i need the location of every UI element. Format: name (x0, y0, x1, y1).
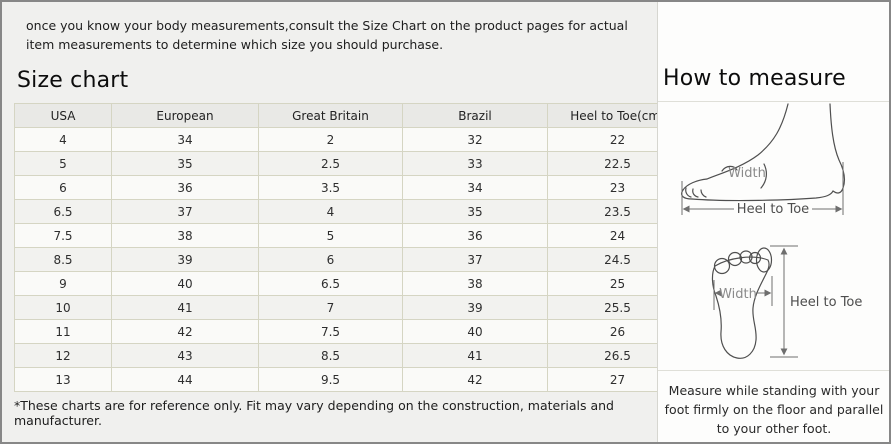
table-row: 6.5 37 4 35 23.5 (14, 199, 688, 224)
table-cell: 4 (14, 127, 112, 152)
table-cell: 13 (14, 367, 112, 392)
table-cell: 40 (111, 271, 259, 296)
side-width-label: Width (728, 166, 766, 181)
table-cell: 9.5 (258, 367, 403, 392)
table-cell: 32 (402, 127, 548, 152)
table-cell: 38 (402, 271, 548, 296)
table-cell: 5 (14, 151, 112, 176)
column-header: USA (14, 103, 112, 128)
footprint-top-view-diagram: Width Heel to Toe (711, 245, 862, 359)
table-cell: 37 (111, 199, 259, 224)
table-cell: 42 (402, 367, 548, 392)
table-row: 5 35 2.5 33 22.5 (14, 151, 688, 176)
table-cell: 4 (258, 199, 403, 224)
measure-instruction: Measure while standing with your foot fi… (664, 383, 884, 436)
table-cell: 6.5 (258, 271, 403, 296)
how-to-measure-title: How to measure (663, 66, 846, 91)
table-cell: 44 (111, 367, 259, 392)
table-row: 13 44 9.5 42 27 (14, 367, 688, 392)
top-width-label: Width (719, 287, 757, 302)
table-row: 7.5 38 5 36 24 (14, 223, 688, 248)
column-header: European (111, 103, 259, 128)
table-cell: 7.5 (14, 223, 112, 248)
table-row: 10 41 7 39 25.5 (14, 295, 688, 320)
table-cell: 2.5 (258, 151, 403, 176)
divider-above-instruction (658, 370, 889, 371)
table-cell: 6 (258, 247, 403, 272)
intro-text: once you know your body measurements,con… (26, 18, 628, 53)
table-cell: 12 (14, 343, 112, 368)
table-cell: 39 (111, 247, 259, 272)
side-heel-to-toe-label: Heel to Toe (737, 202, 809, 217)
table-cell: 42 (111, 319, 259, 344)
divider-under-title (658, 101, 889, 102)
table-cell: 8.5 (258, 343, 403, 368)
table-cell: 7.5 (258, 319, 403, 344)
how-to-measure-panel: How to measure Width Heel to (657, 2, 889, 442)
table-cell: 2 (258, 127, 403, 152)
table-row: 8.5 39 6 37 24.5 (14, 247, 688, 272)
table-cell: 39 (402, 295, 548, 320)
table-row: 11 42 7.5 40 26 (14, 319, 688, 344)
table-cell: 37 (402, 247, 548, 272)
table-cell: 43 (111, 343, 259, 368)
table-row: 9 40 6.5 38 25 (14, 271, 688, 296)
table-cell: 34 (402, 175, 548, 200)
table-cell: 11 (14, 319, 112, 344)
table-cell: 6.5 (14, 199, 112, 224)
column-header: Great Britain (258, 103, 403, 128)
table-cell: 5 (258, 223, 403, 248)
table-cell: 38 (111, 223, 259, 248)
table-row: 4 34 2 32 22 (14, 127, 688, 152)
table-cell: 8.5 (14, 247, 112, 272)
table-cell: 41 (111, 295, 259, 320)
table-cell: 3.5 (258, 175, 403, 200)
table-cell: 35 (111, 151, 259, 176)
table-row: 6 36 3.5 34 23 (14, 175, 688, 200)
reference-footnote: *These charts are for reference only. Fi… (14, 398, 614, 428)
top-heel-to-toe-label: Heel to Toe (790, 295, 862, 310)
size-chart-title: Size chart (17, 68, 129, 93)
table-cell: 6 (14, 175, 112, 200)
table-cell: 7 (258, 295, 403, 320)
size-chart-panel: once you know your body measurements,con… (2, 2, 688, 442)
column-header: Brazil (402, 103, 548, 128)
table-cell: 36 (402, 223, 548, 248)
table-cell: 33 (402, 151, 548, 176)
table-cell: 40 (402, 319, 548, 344)
table-cell: 10 (14, 295, 112, 320)
table-cell: 35 (402, 199, 548, 224)
table-header-row: USA European Great Britain Brazil Heel to To… (14, 103, 688, 128)
foot-side-view-diagram: Width Heel to Toe (681, 103, 845, 217)
size-table: USA European Great Britain Brazil Heel to To… (14, 103, 688, 392)
table-row: 12 43 8.5 41 26.5 (14, 343, 688, 368)
table-cell: 41 (402, 343, 548, 368)
table-cell: 36 (111, 175, 259, 200)
table-cell: 34 (111, 127, 259, 152)
table-cell: 9 (14, 271, 112, 296)
